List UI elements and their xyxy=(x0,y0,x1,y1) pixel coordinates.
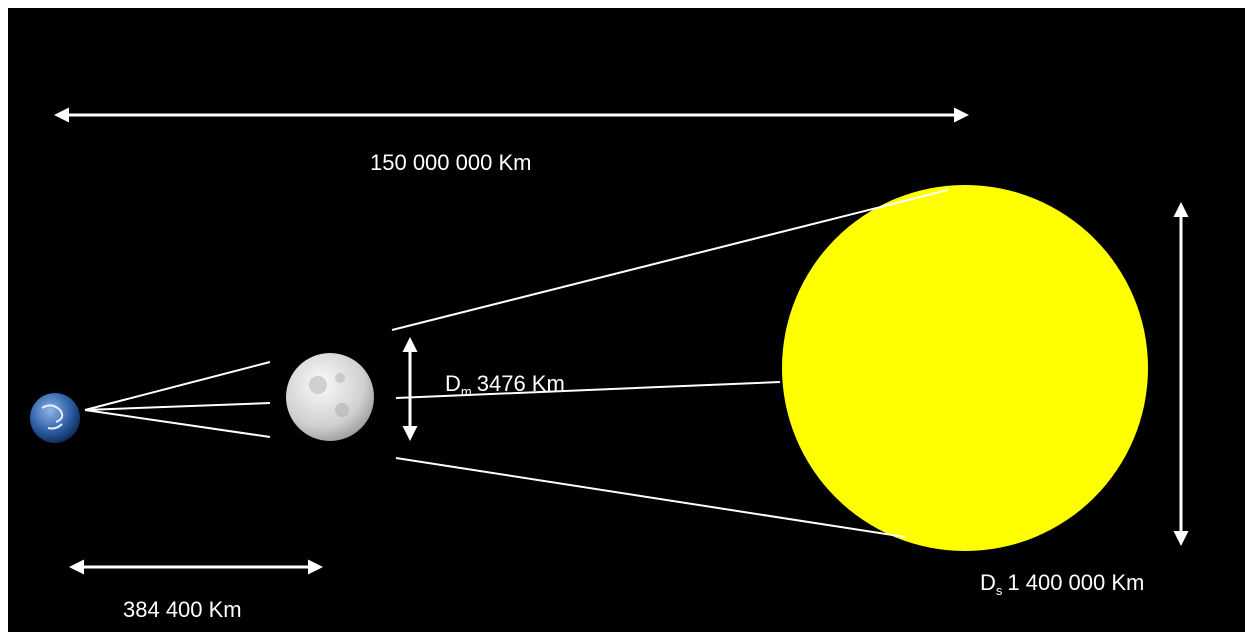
moon xyxy=(286,353,374,441)
diagram: 150 000 000 Km 384 400 Km Dm3476 Km Ds1 … xyxy=(0,0,1253,638)
label: 150 000 000 Km xyxy=(370,150,531,175)
earth xyxy=(30,393,80,443)
sun xyxy=(782,185,1148,551)
label: 384 400 Km xyxy=(123,597,242,622)
